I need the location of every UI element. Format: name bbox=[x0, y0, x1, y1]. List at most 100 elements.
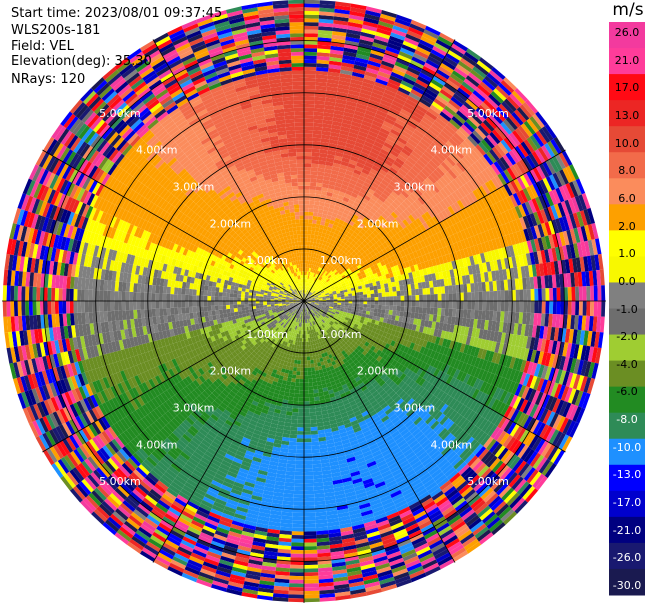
velocity-gate bbox=[441, 293, 446, 301]
velocity-gate bbox=[314, 250, 318, 255]
velocity-gate bbox=[304, 583, 319, 588]
velocity-gate bbox=[363, 194, 371, 202]
velocity-gate bbox=[354, 248, 360, 254]
velocity-gate bbox=[470, 283, 475, 293]
velocity-gate bbox=[339, 254, 344, 260]
velocity-gate bbox=[538, 288, 542, 301]
velocity-gate bbox=[370, 293, 375, 298]
velocity-gate bbox=[552, 172, 563, 188]
velocity-gate bbox=[428, 52, 444, 63]
velocity-gate bbox=[350, 176, 359, 183]
velocity-gate bbox=[312, 137, 322, 142]
velocity-gate bbox=[315, 242, 320, 248]
velocity-gate bbox=[289, 575, 304, 580]
velocity-gate bbox=[513, 178, 523, 192]
velocity-gate bbox=[304, 81, 316, 86]
velocity-gate bbox=[348, 229, 355, 235]
velocity-gate bbox=[330, 173, 338, 179]
velocity-gate bbox=[352, 295, 356, 299]
velocity-gate bbox=[376, 240, 383, 247]
velocity-gate bbox=[509, 93, 523, 107]
velocity-gate bbox=[349, 10, 366, 18]
velocity-gate bbox=[405, 70, 419, 79]
velocity-gate bbox=[363, 17, 380, 25]
velocity-gate bbox=[304, 486, 314, 491]
velocity-gate bbox=[352, 301, 357, 304]
velocity-gate bbox=[317, 167, 325, 173]
velocity-gate bbox=[374, 175, 383, 183]
velocity-gate bbox=[354, 110, 365, 118]
velocity-gate bbox=[451, 191, 460, 202]
velocity-gate bbox=[377, 71, 391, 79]
velocity-gate bbox=[336, 91, 349, 98]
velocity-gate bbox=[391, 177, 400, 186]
velocity-gate bbox=[526, 137, 538, 152]
velocity-gate bbox=[456, 145, 468, 157]
velocity-gate bbox=[316, 52, 330, 57]
velocity-gate bbox=[590, 301, 595, 317]
velocity-gate bbox=[445, 301, 449, 309]
velocity-gate bbox=[320, 272, 324, 277]
velocity-gate bbox=[290, 426, 298, 431]
velocity-gate bbox=[373, 161, 383, 169]
velocity-gate bbox=[515, 289, 520, 301]
velocity-gate bbox=[315, 227, 320, 232]
velocity-gate bbox=[294, 386, 300, 391]
velocity-gate bbox=[384, 287, 390, 293]
velocity-gate bbox=[391, 146, 402, 155]
velocity-gate bbox=[526, 170, 536, 185]
velocity-gate bbox=[310, 268, 313, 273]
velocity-gate bbox=[338, 191, 346, 197]
velocity-gate bbox=[392, 310, 397, 316]
velocity-gate bbox=[376, 28, 392, 36]
velocity-gate bbox=[308, 283, 311, 288]
velocity-gate bbox=[315, 370, 320, 375]
velocity-gate bbox=[474, 127, 487, 140]
velocity-gate bbox=[380, 148, 390, 157]
velocity-gate bbox=[324, 290, 329, 293]
velocity-gate bbox=[404, 159, 414, 168]
velocity-gate bbox=[374, 81, 387, 90]
velocity-gate bbox=[472, 66, 487, 79]
velocity-gate bbox=[422, 301, 427, 308]
velocity-gate bbox=[438, 149, 449, 159]
velocity-gate bbox=[389, 35, 404, 45]
velocity-gate bbox=[443, 159, 454, 170]
velocity-gate bbox=[309, 245, 313, 250]
velocity-gate bbox=[338, 276, 343, 281]
velocity-gate bbox=[311, 367, 316, 372]
velocity-gate bbox=[456, 292, 461, 301]
velocity-gate bbox=[304, 189, 310, 194]
velocity-gate bbox=[307, 264, 310, 268]
velocity-gate bbox=[388, 204, 396, 212]
velocity-gate bbox=[373, 308, 378, 313]
velocity-gate bbox=[500, 301, 505, 312]
velocity-gate bbox=[441, 108, 454, 119]
velocity-gate bbox=[338, 76, 352, 83]
velocity-gate bbox=[305, 267, 308, 272]
velocity-gate bbox=[311, 268, 315, 273]
velocity-gate bbox=[348, 132, 358, 139]
velocity-gate bbox=[385, 85, 398, 94]
velocity-gate bbox=[582, 286, 587, 301]
velocity-gate bbox=[321, 127, 332, 132]
velocity-gate bbox=[290, 430, 298, 435]
velocity-gate bbox=[358, 191, 366, 198]
velocity-gate bbox=[344, 40, 359, 47]
velocity-gate bbox=[310, 363, 315, 368]
velocity-gate bbox=[443, 105, 457, 116]
velocity-gate bbox=[484, 181, 494, 194]
velocity-gate bbox=[413, 176, 423, 186]
velocity-gate bbox=[370, 194, 379, 202]
velocity-gate bbox=[335, 99, 347, 105]
velocity-gate bbox=[356, 245, 362, 252]
velocity-gate bbox=[366, 106, 378, 114]
velocity-gate bbox=[310, 167, 318, 172]
velocity-gate bbox=[322, 286, 327, 290]
velocity-gate bbox=[467, 95, 481, 108]
velocity-gate bbox=[405, 141, 416, 151]
velocity-gate bbox=[308, 271, 311, 276]
velocity-gate bbox=[364, 243, 371, 250]
velocity-gate bbox=[396, 305, 401, 312]
velocity-gate bbox=[304, 367, 308, 372]
